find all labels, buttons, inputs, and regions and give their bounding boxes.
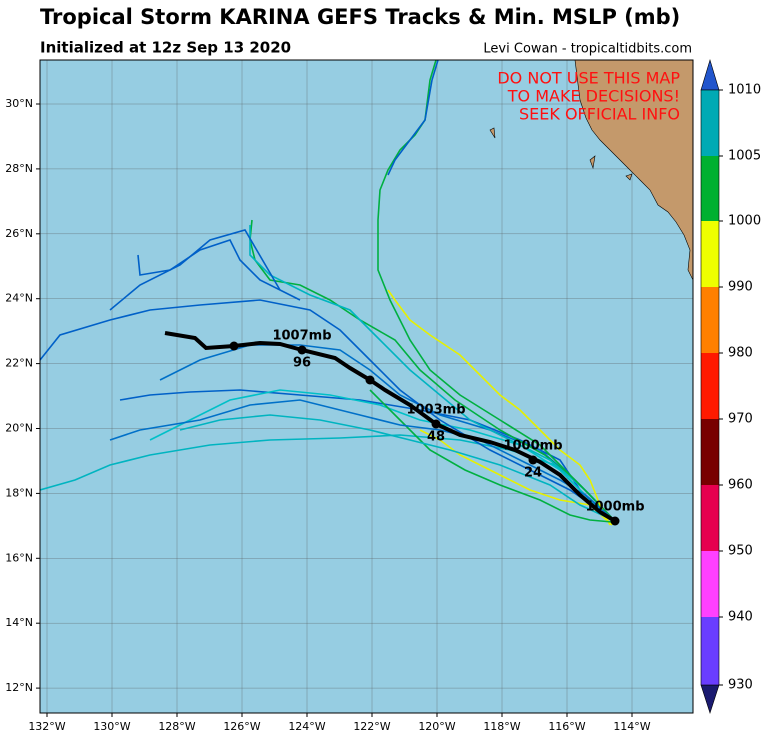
colorbar-segment: [701, 617, 719, 685]
colorbar-label: 980: [728, 346, 753, 361]
pressure-label: 1000mb: [585, 500, 644, 515]
subtitle: Initialized at 12z Sep 13 2020: [40, 39, 291, 57]
hour-label: 24: [524, 466, 542, 481]
warning-line: SEEK OFFICIAL INFO: [519, 105, 680, 124]
colorbar-frame: [700, 89, 720, 686]
map-frame: [39, 59, 694, 714]
credit: Levi Cowan - tropicaltidbits.com: [483, 42, 692, 57]
lat-label: 26°N: [5, 227, 33, 240]
lon-label: 128°W: [158, 720, 195, 733]
colorbar-label: 1000: [728, 214, 761, 229]
lat-label: 16°N: [5, 551, 33, 564]
colorbar-segment: [701, 485, 719, 551]
annotations: 1007mb 96 1003mb 48 1000mb 24 1000mb: [272, 329, 644, 515]
lon-label: 122°W: [353, 720, 390, 733]
lat-label: 28°N: [5, 162, 33, 175]
ensemble-tracks: [40, 60, 616, 526]
axis-labels: 30°N 28°N 26°N 24°N 22°N 20°N 18°N 16°N 14°N 12°N…: [5, 97, 651, 733]
colorbar: 1010 1005 1000 990 980 970 960 950 940 930: [700, 58, 761, 714]
pressure-label: 1003mb: [406, 403, 465, 418]
lon-label: 130°W: [93, 720, 130, 733]
colorbar-segment: [701, 551, 719, 617]
title: Tropical Storm KARINA GEFS Tracks & Min.…: [40, 5, 680, 29]
lat-label: 14°N: [5, 616, 33, 629]
lat-label: 18°N: [5, 486, 33, 499]
pressure-label: 1000mb: [503, 439, 562, 454]
hour-label: 96: [293, 356, 311, 371]
lon-label: 118°W: [483, 720, 520, 733]
colorbar-segment: [701, 353, 719, 419]
hour-label: 48: [427, 430, 445, 445]
colorbar-label: 930: [728, 678, 753, 693]
lat-label: 30°N: [5, 97, 33, 110]
pressure-label: 1007mb: [272, 329, 331, 344]
colorbar-segment: [701, 287, 719, 353]
lon-label: 124°W: [288, 720, 325, 733]
colorbar-label: 950: [728, 544, 753, 559]
colorbar-label: 990: [728, 280, 753, 295]
warning-line: TO MAKE DECISIONS!: [507, 87, 680, 106]
colorbar-label: 960: [728, 478, 753, 493]
colorbar-label: 1010: [728, 83, 761, 98]
colorbar-segment: [701, 90, 719, 156]
lat-label: 22°N: [5, 357, 33, 370]
mean-track: [164, 331, 620, 526]
lon-label: 114°W: [613, 720, 650, 733]
lon-label: 132°W: [28, 720, 65, 733]
lat-label: 12°N: [5, 681, 33, 694]
lon-label: 116°W: [548, 720, 585, 733]
lon-label: 120°W: [418, 720, 455, 733]
ocean: [40, 60, 693, 713]
warning: DO NOT USE THIS MAP TO MAKE DECISIONS! S…: [497, 69, 680, 124]
colorbar-label: 940: [728, 610, 753, 625]
lat-label: 24°N: [5, 292, 33, 305]
colorbar-segment: [701, 419, 719, 485]
lon-label: 126°W: [223, 720, 260, 733]
colorbar-segment: [701, 221, 719, 287]
warning-line: DO NOT USE THIS MAP: [497, 69, 680, 88]
colorbar-label: 1005: [728, 149, 761, 164]
land: [489, 60, 693, 281]
lat-label: 20°N: [5, 422, 33, 435]
colorbar-label: 970: [728, 412, 753, 427]
colorbar-segment: [701, 156, 719, 221]
